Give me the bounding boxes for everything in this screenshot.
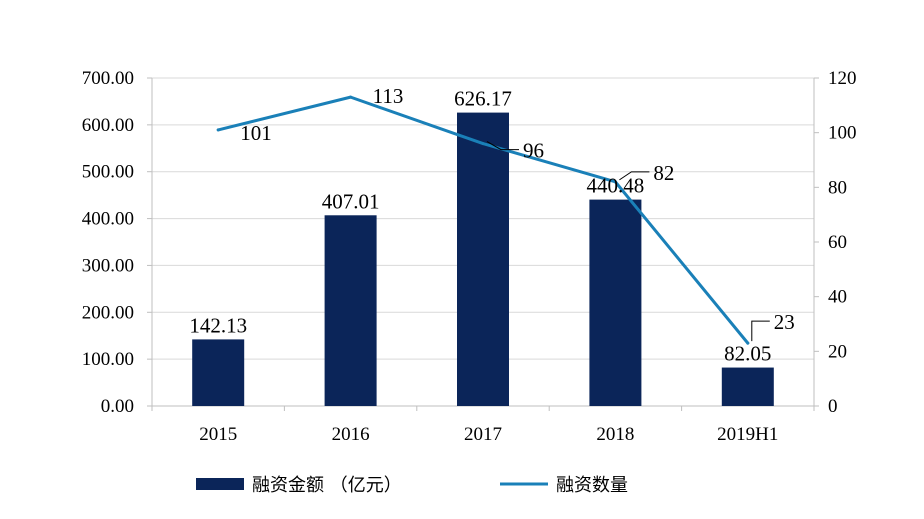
line-point — [746, 341, 750, 345]
left-tick-label: 600.00 — [82, 115, 134, 136]
right-tick-label: 120 — [828, 68, 857, 89]
left-tick-label: 200.00 — [82, 302, 134, 323]
bar-value-label: 440.48 — [587, 174, 645, 198]
x-tick-label: 2019H1 — [717, 424, 778, 445]
bar-value-label: 82.05 — [724, 342, 771, 366]
bar — [324, 215, 377, 406]
bar-value-label: 626.17 — [454, 87, 512, 111]
line-value-leader — [619, 171, 650, 181]
left-tick-label: 400.00 — [82, 209, 134, 230]
right-tick-label: 80 — [828, 177, 847, 198]
right-tick-label: 100 — [828, 123, 857, 144]
x-tick-label: 2016 — [332, 424, 370, 445]
line-point — [216, 128, 220, 132]
left-tick-label: 0.00 — [101, 396, 134, 417]
legend-label-bar: 融资金额 （亿元） — [252, 475, 402, 496]
line-value-label: 101 — [240, 121, 272, 145]
line-point — [349, 95, 353, 99]
line-point — [613, 180, 617, 184]
bar-series — [192, 112, 774, 406]
bar-value-label: 142.13 — [189, 313, 247, 337]
bar — [589, 199, 642, 406]
line-value-label: 23 — [774, 310, 795, 334]
bar — [192, 339, 245, 406]
data-labels: 142.13 407.01 626.17 440.48 82.05 101 113 96 82 2… — [189, 84, 794, 365]
line-series — [216, 95, 750, 345]
line-value-leader — [751, 320, 770, 342]
left-tick-label: 700.00 — [82, 68, 134, 89]
right-tick-label: 0 — [828, 396, 838, 417]
bar-value-label: 407.01 — [322, 189, 380, 213]
bar — [457, 112, 509, 406]
tick-labels: 0.00 100.00 200.00 300.00 400.00 500.00 600.00… — [82, 68, 857, 445]
left-tick-label: 100.00 — [82, 349, 134, 370]
line-value-label: 82 — [653, 161, 674, 185]
x-tick-label: 2018 — [596, 424, 634, 445]
left-tick-label: 500.00 — [82, 162, 134, 183]
left-tick-label: 300.00 — [82, 255, 134, 276]
legend-swatch-bar — [196, 478, 244, 490]
line-value-label: 113 — [373, 84, 404, 108]
line-point — [481, 142, 485, 146]
x-tick-label: 2015 — [199, 424, 237, 445]
legend-label-line: 融资数量 — [556, 475, 628, 496]
line-value-label: 96 — [523, 139, 544, 163]
right-tick-label: 20 — [828, 341, 847, 362]
right-tick-label: 40 — [828, 287, 847, 308]
x-tick-label: 2017 — [464, 424, 502, 445]
bar — [721, 367, 774, 406]
right-tick-label: 60 — [828, 232, 847, 253]
line-value-leader — [486, 141, 519, 151]
legend: 融资金额 （亿元） 融资数量 — [196, 475, 628, 496]
